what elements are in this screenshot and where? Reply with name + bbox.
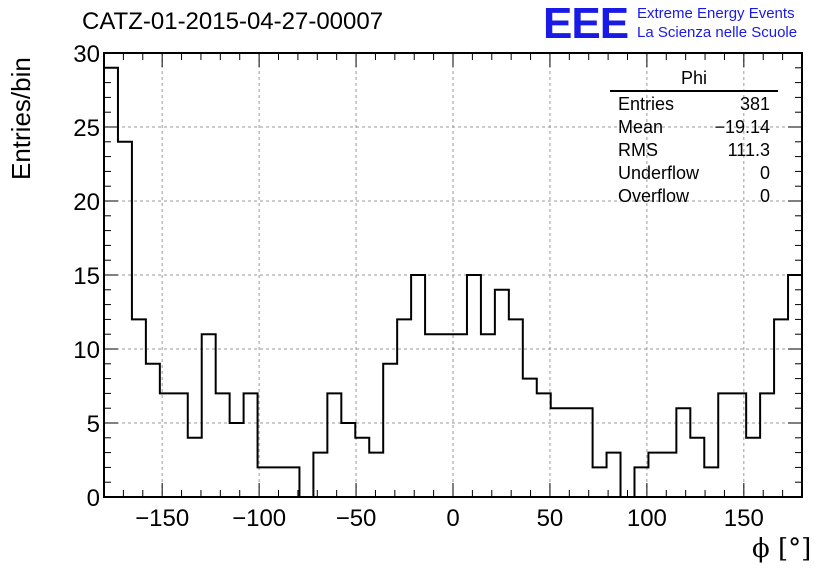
stats-label: Overflow — [618, 186, 690, 206]
histogram-bin — [104, 68, 118, 497]
x-tick-label: −100 — [232, 505, 286, 532]
y-tick-label: 20 — [73, 189, 100, 216]
logo-caption-line2: La Scienza nelle Scuole — [637, 24, 798, 41]
histogram-bin — [146, 364, 160, 497]
stats-row-overflow: Overflow 0 — [610, 185, 778, 208]
histogram-bin — [285, 467, 299, 497]
histogram-bin — [132, 319, 146, 497]
x-tick-label: 150 — [724, 505, 764, 532]
x-axis-label: ϕ [°] — [752, 534, 812, 564]
x-tick-label: 100 — [627, 505, 667, 532]
histogram-bin — [383, 364, 397, 497]
histogram-bin — [453, 334, 467, 497]
histogram-bin — [509, 319, 523, 497]
histogram-bin — [495, 290, 509, 497]
stats-value: 0 — [759, 163, 770, 183]
histogram-bin — [704, 467, 718, 497]
histogram-bin — [341, 423, 355, 497]
stats-row-mean: Mean −19.14 — [610, 116, 778, 139]
stats-label: Mean — [618, 117, 664, 137]
stats-row-rms: RMS 111.3 — [610, 139, 778, 162]
stats-value: 111.3 — [727, 140, 770, 160]
histogram-bin — [216, 393, 230, 497]
histogram-bin — [788, 275, 802, 497]
histogram-bin — [690, 438, 704, 497]
histogram-bin — [327, 393, 341, 497]
stats-label: Underflow — [618, 163, 700, 183]
histogram-bin — [760, 393, 774, 497]
stats-row-entries: Entries 381 — [610, 93, 778, 116]
histogram-bin — [481, 334, 495, 497]
histogram-bin — [369, 453, 383, 497]
histogram-bin — [774, 319, 788, 497]
y-tick-label: 15 — [73, 263, 100, 290]
stats-label: RMS — [618, 140, 658, 160]
histogram-bin — [579, 408, 593, 497]
y-axis-label: Entries/bin — [6, 57, 36, 180]
histogram-bin — [467, 275, 481, 497]
histogram-bin — [593, 467, 607, 497]
stats-title: Phi — [610, 68, 778, 92]
histogram-bin — [676, 408, 690, 497]
eee-logo: EEE — [543, 0, 629, 48]
histogram-bin — [662, 453, 676, 497]
histogram-bin — [355, 438, 369, 497]
histogram-bin — [439, 334, 453, 497]
histogram-bin — [718, 393, 732, 497]
y-tick-label: 10 — [73, 337, 100, 364]
chart-title: CATZ-01-2015-04-27-00007 — [82, 8, 384, 35]
histogram-bin — [537, 393, 551, 497]
histogram-bin — [397, 319, 411, 497]
histogram-bin — [565, 408, 579, 497]
histogram-bin — [188, 438, 202, 497]
histogram-bin — [607, 453, 621, 497]
logo-caption: Extreme Energy Events La Scienza nelle S… — [637, 4, 797, 42]
histogram-bin — [425, 334, 439, 497]
x-tick-label: −150 — [135, 505, 189, 532]
histogram-bin — [230, 423, 244, 497]
histogram-bin — [411, 275, 425, 497]
histogram-bin — [202, 334, 216, 497]
y-tick-label: 25 — [73, 115, 100, 142]
stats-value: 0 — [759, 186, 770, 206]
histogram-bin — [258, 467, 272, 497]
histogram-bin — [118, 142, 132, 497]
stats-value: 381 — [739, 94, 770, 114]
stats-row-underflow: Underflow 0 — [610, 162, 778, 185]
stats-box: Phi Entries 381 Mean −19.14 RMS 111.3 Un… — [610, 68, 778, 208]
y-tick-label: 5 — [87, 411, 100, 438]
x-tick-label: −50 — [336, 505, 377, 532]
y-tick-label: 30 — [73, 41, 100, 68]
x-tick-label: 0 — [446, 505, 459, 532]
histogram-bin — [634, 467, 648, 497]
histogram-bin — [244, 393, 258, 497]
x-tick-label: 50 — [537, 505, 564, 532]
stats-label: Entries — [618, 94, 675, 114]
histogram-bin — [648, 453, 662, 497]
histogram-bin — [174, 393, 188, 497]
histogram-bin — [313, 453, 327, 497]
stats-value: −19.14 — [714, 117, 770, 137]
plot-frame — [103, 52, 803, 498]
histogram-bin — [551, 408, 565, 497]
histogram-series-line — [104, 66, 802, 498]
logo-caption-line1: Extreme Energy Events — [637, 5, 795, 22]
y-tick-label: 0 — [87, 485, 100, 512]
histogram-bin — [746, 438, 760, 497]
histogram-bin — [523, 379, 537, 497]
